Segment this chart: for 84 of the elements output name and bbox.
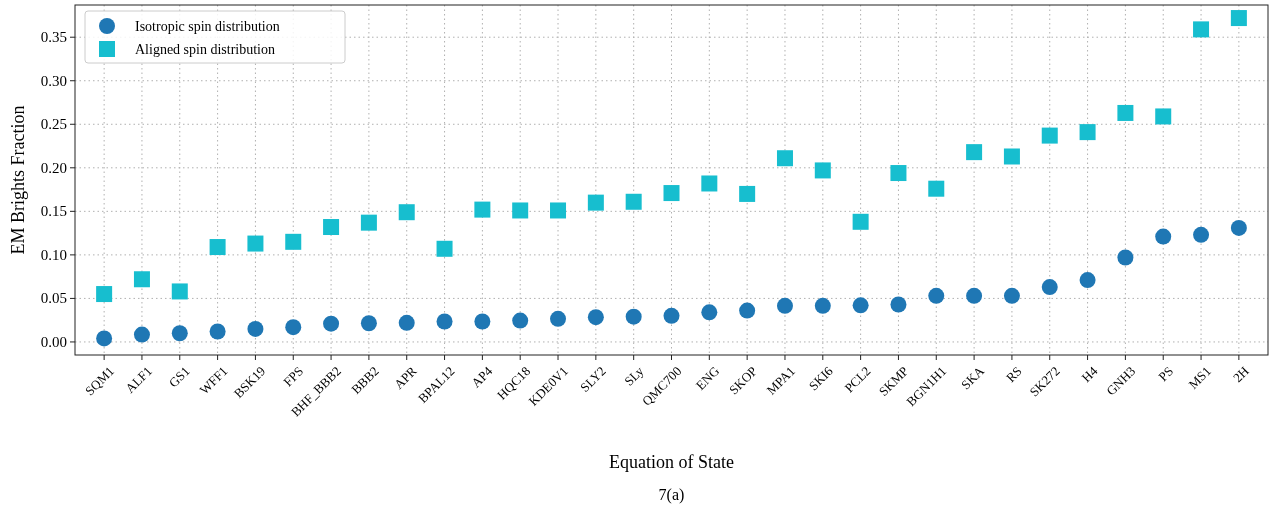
x-tick-label: MS1	[1185, 363, 1214, 392]
point	[360, 315, 377, 332]
legend-label: Isotropic spin distribution	[135, 18, 280, 34]
point	[1193, 226, 1210, 243]
point	[323, 315, 340, 332]
y-tick-label: 0.25	[40, 116, 67, 133]
x-tick-label: AP4	[468, 362, 496, 391]
point	[550, 202, 567, 219]
point	[701, 175, 718, 192]
y-axis-title: EM Brights Fraction	[8, 105, 28, 255]
point	[96, 330, 113, 347]
point	[852, 297, 869, 314]
point	[1003, 287, 1020, 304]
point	[1041, 279, 1058, 296]
point	[209, 323, 226, 340]
point	[587, 309, 604, 326]
point	[776, 150, 793, 167]
point	[587, 194, 604, 211]
point	[739, 185, 756, 202]
point	[360, 214, 377, 231]
y-tick-label: 0.00	[40, 333, 67, 350]
x-tick-label: PS	[1155, 363, 1177, 385]
point	[247, 235, 264, 252]
point	[133, 271, 150, 288]
point	[171, 283, 188, 300]
point	[1155, 108, 1172, 125]
x-tick-label: 2H	[1229, 363, 1252, 386]
point	[133, 326, 150, 343]
y-tick-label: 0.30	[40, 72, 67, 89]
point	[1155, 228, 1172, 245]
point	[96, 286, 113, 303]
point	[966, 287, 983, 304]
point	[436, 313, 453, 330]
point	[852, 213, 869, 230]
point	[285, 233, 302, 250]
point	[663, 307, 680, 324]
point	[1117, 249, 1134, 266]
x-tick-label: GS1	[165, 363, 193, 391]
point	[550, 310, 567, 327]
y-tick-label: 0.35	[40, 29, 67, 46]
point	[474, 201, 491, 218]
y-tick-label: 0.05	[40, 290, 67, 307]
point	[247, 320, 264, 337]
point	[776, 297, 793, 314]
point	[1193, 21, 1210, 38]
point	[625, 308, 642, 325]
point	[966, 144, 983, 161]
x-tick-label: SLy	[621, 362, 647, 389]
point	[1230, 10, 1247, 27]
point	[1117, 104, 1134, 121]
point	[398, 204, 415, 221]
text: 7(a)	[658, 486, 685, 504]
point	[814, 297, 831, 314]
point	[928, 180, 945, 197]
y-tick-label: 0.10	[40, 246, 67, 263]
x-tick-label: H4	[1078, 362, 1101, 386]
x-axis-title: Equation of State	[609, 452, 734, 472]
point	[323, 219, 340, 236]
point	[474, 313, 491, 330]
point	[1079, 124, 1096, 141]
x-tick-label: RS	[1002, 363, 1025, 386]
point	[1230, 219, 1247, 236]
point	[663, 185, 680, 202]
point	[398, 314, 415, 331]
legend-label: Aligned spin distribution	[135, 41, 275, 57]
point	[285, 319, 302, 336]
point	[512, 202, 529, 219]
point	[739, 302, 756, 319]
point	[512, 312, 529, 329]
point	[1079, 272, 1096, 289]
point	[171, 325, 188, 342]
point	[890, 165, 907, 182]
point	[1041, 127, 1058, 144]
y-tick-label: 0.15	[40, 203, 67, 220]
x-tick-label: SKA	[958, 362, 988, 393]
point	[890, 296, 907, 313]
point	[928, 287, 945, 304]
point	[436, 240, 453, 257]
y-tick-label: 0.20	[40, 159, 67, 176]
point	[814, 162, 831, 179]
point	[701, 304, 718, 321]
point	[1003, 148, 1020, 165]
point	[625, 193, 642, 210]
point	[209, 239, 226, 256]
